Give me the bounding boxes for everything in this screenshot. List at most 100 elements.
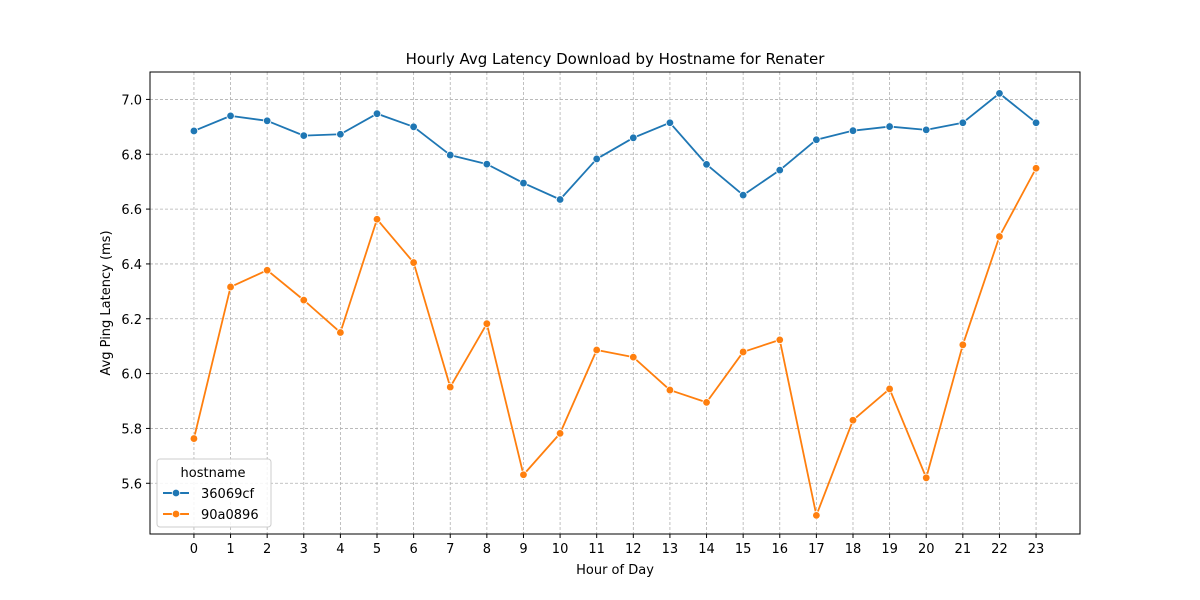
data-point xyxy=(775,335,784,345)
data-point xyxy=(958,340,968,350)
data-point xyxy=(995,232,1004,241)
data-point xyxy=(372,215,382,224)
y-tick-label: 7.0 xyxy=(121,93,142,108)
data-point xyxy=(848,416,858,425)
y-axis-label: Avg Ping Latency (ms) xyxy=(99,230,114,375)
y-tick-label: 6.8 xyxy=(121,148,142,163)
data-point xyxy=(702,160,711,169)
data-point xyxy=(702,398,711,407)
data-point xyxy=(519,470,528,479)
data-point xyxy=(262,266,272,275)
legend-label-90a0896: 90a0896 xyxy=(201,508,259,523)
data-point xyxy=(262,116,272,126)
data-point xyxy=(226,282,235,292)
data-point xyxy=(848,126,858,135)
data-point xyxy=(336,328,345,337)
x-tick-label: 5 xyxy=(373,542,381,557)
x-tick-label: 3 xyxy=(300,542,308,557)
series-90a0896 xyxy=(189,164,1041,520)
data-point xyxy=(592,345,601,355)
x-axis: 0 1 2 3 4 5 6 7 8 9 10 11 12 13 14 15 16 17 18 19 20 21 22 23 xyxy=(190,534,1045,557)
data-point xyxy=(1031,118,1041,127)
x-tick-label: 10 xyxy=(552,542,569,557)
data-point xyxy=(995,89,1004,98)
data-point xyxy=(299,131,308,140)
data-point xyxy=(482,159,492,169)
plot-frame xyxy=(149,71,1081,535)
x-tick-label: 22 xyxy=(991,542,1008,557)
data-point xyxy=(592,154,601,164)
legend: hostname 36069cf 90a0896 xyxy=(156,458,272,528)
data-point xyxy=(372,109,382,118)
series-layer xyxy=(189,89,1041,520)
data-point xyxy=(446,150,455,160)
data-point xyxy=(738,347,748,357)
y-tick-label: 6.4 xyxy=(121,258,142,273)
data-point xyxy=(885,384,894,394)
data-point xyxy=(189,126,199,136)
x-tick-label: 2 xyxy=(263,542,271,557)
data-point xyxy=(665,385,675,395)
legend-marker-90a0896 xyxy=(171,509,181,519)
x-tick-label: 16 xyxy=(771,542,788,557)
y-tick-label: 6.0 xyxy=(121,368,142,383)
y-tick-label: 6.2 xyxy=(121,313,142,328)
x-tick-label: 11 xyxy=(588,542,605,557)
x-tick-label: 6 xyxy=(409,542,417,557)
x-tick-label: 14 xyxy=(698,542,715,557)
x-tick-label: 23 xyxy=(1028,542,1045,557)
x-tick-label: 0 xyxy=(190,542,198,557)
data-point xyxy=(299,295,308,305)
data-point xyxy=(409,122,418,132)
data-point xyxy=(629,352,638,362)
data-point xyxy=(885,122,894,131)
legend-title: hostname xyxy=(181,466,246,481)
legend-box xyxy=(156,458,272,528)
grid xyxy=(150,72,1080,534)
x-tick-label: 13 xyxy=(662,542,679,557)
data-point xyxy=(629,133,638,143)
y-axis: 5.6 5.8 6.0 6.2 6.4 6.6 6.8 7.0 xyxy=(121,93,150,492)
x-tick-label: 18 xyxy=(845,542,862,557)
data-point xyxy=(738,190,748,200)
data-point xyxy=(922,473,931,482)
data-point xyxy=(555,429,565,438)
data-point xyxy=(1031,164,1041,173)
x-tick-label: 7 xyxy=(446,542,454,557)
data-point xyxy=(812,135,821,144)
data-point xyxy=(226,111,235,121)
x-tick-label: 12 xyxy=(625,542,642,557)
data-point xyxy=(519,178,528,188)
data-point xyxy=(665,118,675,127)
x-tick-label: 21 xyxy=(955,542,972,557)
y-tick-label: 5.6 xyxy=(121,477,142,492)
legend-marker-36069cf xyxy=(171,488,181,498)
data-point xyxy=(775,165,784,175)
y-tick-label: 5.8 xyxy=(121,422,142,437)
data-point xyxy=(812,511,821,520)
data-point xyxy=(189,434,199,443)
data-point xyxy=(922,125,931,135)
x-axis-label: Hour of Day xyxy=(576,563,654,578)
data-point xyxy=(555,195,565,204)
legend-label-36069cf: 36069cf xyxy=(201,487,255,502)
x-tick-label: 15 xyxy=(735,542,752,557)
x-tick-label: 1 xyxy=(226,542,234,557)
x-tick-label: 4 xyxy=(336,542,344,557)
series-36069cf xyxy=(189,89,1041,204)
chart-title: Hourly Avg Latency Download by Hostname … xyxy=(406,50,826,68)
x-tick-label: 19 xyxy=(881,542,898,557)
y-tick-label: 6.6 xyxy=(121,203,142,218)
series-line-90a0896 xyxy=(193,167,1037,517)
x-tick-label: 8 xyxy=(483,542,491,557)
data-point xyxy=(336,130,345,139)
x-tick-label: 9 xyxy=(519,542,527,557)
x-tick-label: 20 xyxy=(918,542,935,557)
data-point xyxy=(482,319,492,328)
data-point xyxy=(958,118,968,127)
data-point xyxy=(409,258,418,267)
series-line-36069cf xyxy=(193,92,1037,201)
data-point xyxy=(446,382,455,392)
x-tick-label: 17 xyxy=(808,542,825,557)
